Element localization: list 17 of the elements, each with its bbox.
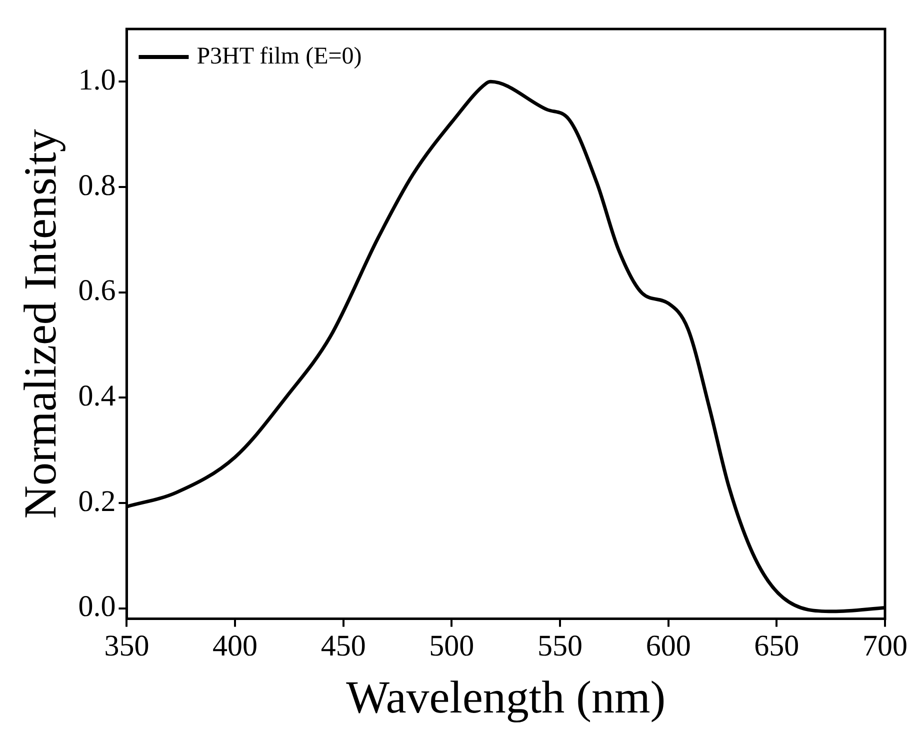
x-tick-label: 450 [320, 630, 366, 663]
x-axis-title: Wavelength (nm) [346, 671, 666, 722]
x-tick-label: 500 [429, 630, 474, 663]
x-tick-label: 350 [104, 630, 150, 663]
y-tick-label: 0.0 [78, 590, 116, 624]
x-tick-label: 700 [862, 630, 908, 663]
y-tick-label: 0.4 [78, 380, 116, 412]
y-tick-label: 1.0 [78, 64, 116, 97]
y-tick-label: 0.6 [78, 274, 116, 308]
y-axis-title: Normalized Intensity [14, 129, 66, 519]
y-tick-label: 0.8 [78, 168, 116, 202]
x-tick-label: 400 [212, 630, 258, 663]
legend-label: P3HT film (E=0) [196, 43, 362, 70]
x-tick-label: 600 [646, 630, 691, 663]
x-tick-label: 550 [538, 630, 583, 663]
x-tick-label: 650 [754, 630, 800, 663]
y-tick-label: 0.2 [78, 484, 116, 518]
